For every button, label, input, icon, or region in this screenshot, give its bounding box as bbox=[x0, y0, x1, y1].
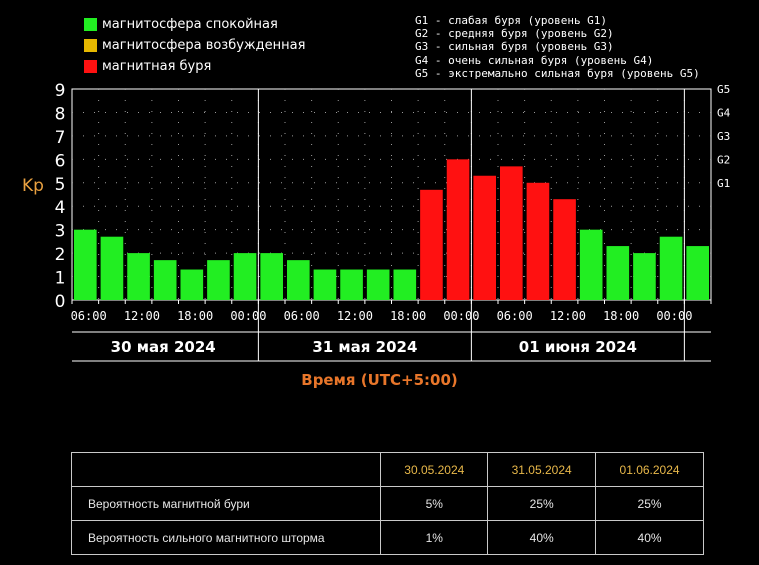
storm-level-g5: G5 - экстремально сильная буря (уровень … bbox=[415, 66, 700, 80]
legend: магнитосфера спокойная магнитосфера возб… bbox=[84, 14, 305, 77]
table-header-date: 01.06.2024 bbox=[595, 452, 704, 487]
x-tick-label: 06:00 bbox=[71, 309, 107, 323]
x-tick-label: 12:00 bbox=[124, 309, 160, 323]
x-tick-label: 18:00 bbox=[390, 309, 426, 323]
y-tick-label: 6 bbox=[55, 151, 66, 171]
kp-bar bbox=[446, 159, 470, 300]
kp-bar bbox=[287, 260, 310, 300]
storm-level-g4: G4 - очень сильная буря (уровень G4) bbox=[415, 53, 654, 67]
storm-level-legend: G1 - слабая буря (уровень G1) G2 - средн… bbox=[415, 14, 700, 80]
storm-level-tick: G5 bbox=[717, 83, 730, 96]
kp-bar bbox=[207, 260, 230, 300]
y-tick-label: 8 bbox=[55, 104, 66, 124]
legend-item-storm: магнитная буря bbox=[84, 56, 305, 77]
kp-bar bbox=[500, 166, 523, 300]
x-tick-label: 18:00 bbox=[603, 309, 639, 323]
y-tick-label: 5 bbox=[55, 175, 66, 195]
table-header-empty bbox=[70, 452, 382, 487]
table-cell: 40% bbox=[595, 520, 704, 555]
kp-bar bbox=[100, 236, 124, 300]
table-header-date: 30.05.2024 bbox=[380, 452, 489, 487]
kp-bar bbox=[633, 253, 656, 300]
kp-bar bbox=[260, 253, 283, 300]
day-label: 30 мая 2024 bbox=[111, 338, 216, 356]
y-tick-label: 1 bbox=[55, 269, 66, 289]
table-header-row: 30.05.2024 31.05.2024 01.06.2024 bbox=[70, 452, 704, 487]
y-tick-label: 4 bbox=[55, 198, 66, 218]
table-row-label: Вероятность магнитной бури bbox=[70, 486, 382, 521]
legend-swatch-quiet bbox=[84, 18, 97, 31]
table-row: Вероятность магнитной бури 5% 25% 25% bbox=[70, 486, 704, 521]
legend-label-quiet: магнитосфера спокойная bbox=[102, 17, 278, 32]
day-label: 01 июня 2024 bbox=[519, 338, 637, 356]
probability-table: 30.05.2024 31.05.2024 01.06.2024 Вероятн… bbox=[70, 452, 704, 555]
x-tick-label: 00:00 bbox=[656, 309, 692, 323]
y-tick-label: 9 bbox=[55, 81, 66, 101]
day-label: 31 мая 2024 bbox=[312, 338, 417, 356]
legend-swatch-storm bbox=[84, 60, 97, 73]
kp-bar bbox=[127, 253, 150, 300]
kp-bar bbox=[340, 269, 363, 300]
kp-chart: 0 1 2 3 4 5 6 7 8 9 G1 G2 G3 G4 G5 06:00 12:00 18:00 00:00… bbox=[55, 81, 731, 362]
storm-level-g2: G2 - средняя буря (уровень G2) bbox=[415, 27, 614, 41]
kp-bar bbox=[233, 253, 257, 300]
y-tick-label: 3 bbox=[55, 222, 66, 242]
table-cell: 5% bbox=[380, 486, 489, 521]
x-tick-label: 06:00 bbox=[497, 309, 533, 323]
kp-bar bbox=[473, 175, 496, 300]
storm-level-tick: G4 bbox=[717, 106, 731, 119]
x-tick-label: 00:00 bbox=[230, 309, 266, 323]
legend-label-storm: магнитная буря bbox=[102, 59, 212, 74]
table-row-label: Вероятность сильного магнитного шторма bbox=[70, 520, 382, 555]
table-cell: 25% bbox=[487, 486, 597, 521]
x-tick-label: 00:00 bbox=[443, 309, 479, 323]
kp-bar bbox=[153, 260, 177, 300]
x-tick-label: 12:00 bbox=[550, 309, 586, 323]
table-cell: 1% bbox=[380, 520, 489, 555]
x-tick-label: 12:00 bbox=[337, 309, 373, 323]
y-tick-label: 0 bbox=[55, 292, 66, 312]
x-tick-label: 06:00 bbox=[284, 309, 320, 323]
storm-level-tick: G1 bbox=[717, 177, 730, 190]
kp-bar bbox=[393, 269, 417, 300]
kp-bar bbox=[606, 246, 630, 300]
kp-bar bbox=[74, 229, 97, 300]
storm-level-g1: G1 - слабая буря (уровень G1) bbox=[415, 14, 608, 27]
table-row: Вероятность сильного магнитного шторма 1… bbox=[70, 520, 704, 555]
kp-bar bbox=[180, 269, 204, 300]
legend-item-quiet: магнитосфера спокойная bbox=[84, 14, 305, 35]
storm-level-tick: G2 bbox=[717, 153, 730, 166]
storm-level-g3: G3 - сильная буря (уровень G3) bbox=[415, 40, 614, 54]
y-tick-label: 7 bbox=[55, 128, 66, 148]
kp-bar bbox=[366, 269, 390, 300]
x-axis-title: Время (UTC+5:00) bbox=[301, 371, 458, 389]
kp-bar bbox=[313, 269, 337, 300]
table-cell: 25% bbox=[595, 486, 704, 521]
table-header-date: 31.05.2024 bbox=[487, 452, 597, 487]
legend-swatch-excited bbox=[84, 39, 97, 52]
kp-bar bbox=[686, 246, 709, 300]
table-cell: 40% bbox=[487, 520, 597, 555]
x-tick-label: 18:00 bbox=[177, 309, 213, 323]
y-tick-label: 2 bbox=[55, 245, 66, 265]
kp-bar bbox=[659, 236, 683, 300]
legend-label-excited: магнитосфера возбужденная bbox=[102, 38, 306, 53]
kp-bar bbox=[579, 229, 603, 300]
legend-item-excited: магнитосфера возбужденная bbox=[84, 35, 305, 56]
kp-bar bbox=[420, 189, 443, 300]
kp-bar bbox=[526, 182, 550, 300]
storm-level-tick: G3 bbox=[717, 130, 730, 143]
y-axis-title: Kp bbox=[22, 176, 44, 196]
kp-bar bbox=[553, 199, 576, 300]
